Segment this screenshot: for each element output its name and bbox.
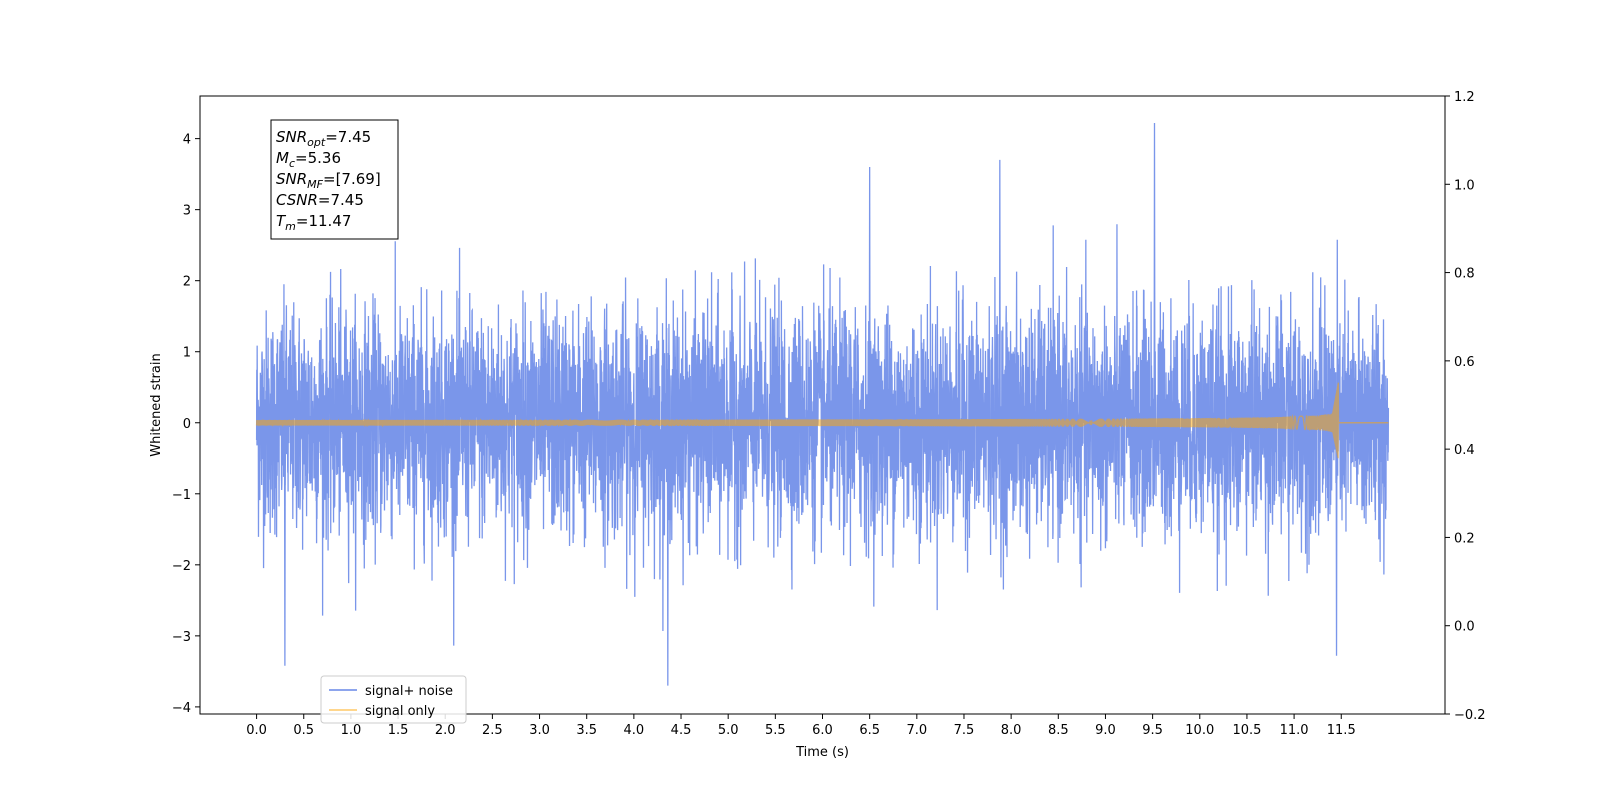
x-tick-label: 11.0 — [1280, 723, 1309, 738]
info-symbol: T — [276, 212, 287, 230]
y-tick-label: −3 — [172, 630, 191, 645]
x-tick-label: 1.0 — [341, 723, 362, 738]
plot-traces — [255, 122, 1390, 686]
info-annotation-box: SNRopt=7.45Mc=5.36SNRMF=[7.69]CSNR=7.45T… — [270, 119, 399, 240]
x-tick-label: 8.0 — [1001, 723, 1022, 738]
y-tick-label: 0 — [183, 417, 191, 432]
info-value: =7.45 — [325, 128, 371, 146]
info-symbol: SNR — [276, 170, 307, 188]
y2-tick-label: 0.8 — [1454, 267, 1475, 282]
y2-tick-label: −0.2 — [1454, 708, 1486, 723]
info-line: Mc=5.36 — [276, 149, 341, 170]
x-tick-label: 3.5 — [576, 723, 597, 738]
y2-tick-label: 1.2 — [1454, 90, 1475, 105]
right-y-axis: −0.2 0.0 0.2 0.4 0.6 0.8 1.0 1.2 — [1445, 90, 1486, 723]
legend: signal+ noise signal only — [320, 675, 467, 724]
x-tick-label: 0.0 — [246, 723, 267, 738]
y2-tick-label: 0.6 — [1454, 355, 1475, 370]
y2-tick-label: 0.4 — [1454, 443, 1475, 458]
x-tick-label: 5.0 — [718, 723, 739, 738]
x-tick-label: 11.5 — [1327, 723, 1356, 738]
y-tick-label: 4 — [183, 133, 191, 148]
info-line: CSNR=7.45 — [276, 191, 364, 209]
y-tick-label: 2 — [183, 275, 191, 290]
x-axis-label: Time (s) — [795, 745, 849, 760]
legend-frame — [320, 675, 467, 724]
x-tick-label: 10.5 — [1232, 723, 1261, 738]
info-line: SNRopt=7.45 — [276, 128, 371, 149]
info-subscript: c — [289, 157, 295, 170]
info-line: Tm=11.47 — [276, 212, 351, 233]
signal-only-line — [255, 382, 1389, 459]
x-tick-label: 9.5 — [1142, 723, 1163, 738]
y-axis: −4 −3 −2 −1 0 1 2 3 4 — [172, 133, 200, 716]
info-subscript: m — [285, 220, 296, 233]
signal-noise-line — [255, 122, 1390, 686]
x-tick-label: 6.0 — [812, 723, 833, 738]
x-tick-label: 9.0 — [1095, 723, 1116, 738]
x-tick-label: 6.5 — [859, 723, 880, 738]
y2-tick-label: 1.0 — [1454, 178, 1475, 193]
info-symbol: SNR — [276, 128, 307, 146]
x-tick-label: 3.0 — [529, 723, 550, 738]
x-axis: 0.0 0.5 1.0 1.5 2.0 2.5 3.0 3.5 4.0 4.5 5.0 5.5 6.0 6… — [246, 714, 1356, 738]
info-symbol: M — [276, 149, 289, 167]
y-axis-label: Whitened strain — [149, 353, 164, 456]
info-subscript: opt — [307, 136, 326, 149]
x-tick-label: 4.0 — [624, 723, 645, 738]
y2-tick-label: 0.0 — [1454, 620, 1475, 635]
y-tick-label: −2 — [172, 559, 191, 574]
y2-tick-label: 0.2 — [1454, 531, 1475, 546]
info-value: =[7.69] — [323, 170, 381, 188]
x-tick-label: 0.5 — [293, 723, 314, 738]
info-symbol: CSNR — [276, 191, 318, 209]
info-box-frame — [270, 119, 399, 240]
x-tick-label: 2.5 — [482, 723, 503, 738]
y-tick-label: 3 — [183, 204, 191, 219]
info-value: =11.47 — [296, 212, 352, 230]
info-value: =7.45 — [318, 191, 364, 209]
x-tick-label: 4.5 — [671, 723, 692, 738]
x-tick-label: 2.0 — [435, 723, 456, 738]
x-tick-label: 7.0 — [906, 723, 927, 738]
info-subscript: MF — [307, 178, 323, 191]
legend-label: signal only — [365, 704, 435, 719]
x-tick-label: 10.0 — [1185, 723, 1214, 738]
info-value: =5.36 — [295, 149, 341, 167]
x-tick-label: 7.5 — [954, 723, 975, 738]
y-tick-label: −4 — [172, 701, 191, 716]
x-tick-label: 8.5 — [1048, 723, 1069, 738]
x-tick-label: 1.5 — [388, 723, 409, 738]
y-tick-label: −1 — [172, 488, 191, 503]
x-tick-label: 5.5 — [765, 723, 786, 738]
y-tick-label: 1 — [183, 346, 191, 361]
legend-label: signal+ noise — [365, 684, 453, 699]
info-line: SNRMF=[7.69] — [276, 170, 381, 191]
